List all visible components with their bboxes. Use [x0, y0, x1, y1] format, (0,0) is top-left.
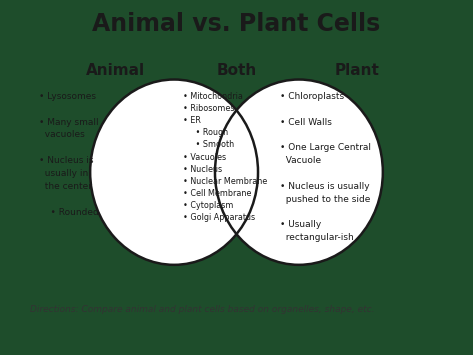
Text: • Chloroplasts

• Cell Walls

• One Large Central
  Vacuole

• Nucleus is usuall: • Chloroplasts • Cell Walls • One Large … [280, 92, 370, 242]
Text: • Mitochondria
• Ribosomes
• ER
     • Rough
     • Smooth
• Vacuoles
• Nucleus
: • Mitochondria • Ribosomes • ER • Rough … [183, 92, 267, 222]
Text: Animal vs. Plant Cells: Animal vs. Plant Cells [92, 12, 381, 36]
Text: Plant: Plant [334, 63, 379, 78]
Text: Directions: Compare animal and plant cells based on organelles, shape, etc.: Directions: Compare animal and plant cel… [30, 305, 375, 314]
Ellipse shape [90, 80, 258, 265]
Text: • Lysosomes

• Many small
  vacuoles

• Nucleus is
  usually in
  the center

  : • Lysosomes • Many small vacuoles • Nucl… [38, 92, 98, 217]
Ellipse shape [215, 80, 383, 265]
Text: Animal: Animal [87, 63, 146, 78]
Text: Both: Both [216, 63, 257, 78]
